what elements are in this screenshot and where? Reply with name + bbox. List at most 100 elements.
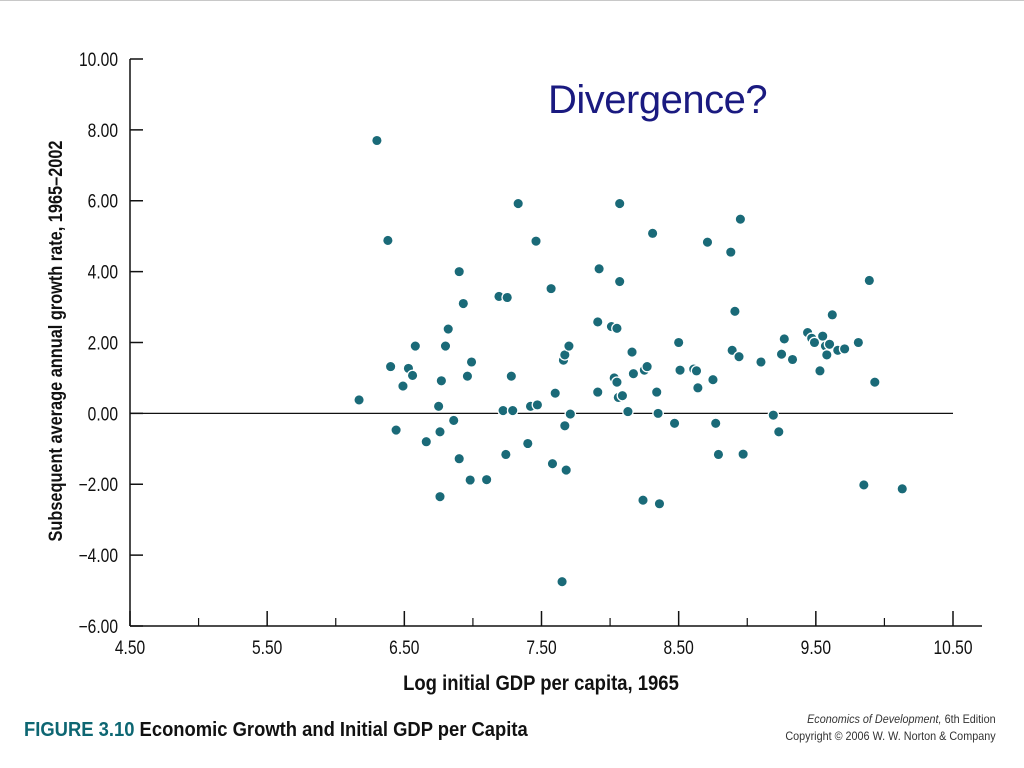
data-point [453, 452, 466, 465]
data-point [563, 340, 575, 352]
data-point [838, 343, 851, 355]
data-point [626, 346, 638, 358]
top-border-line [0, 0, 1024, 1]
data-point [641, 360, 653, 373]
data-point [501, 291, 514, 304]
data-point [652, 407, 664, 420]
data-point [653, 497, 666, 510]
data-point [755, 356, 767, 368]
y-axis-label: Subsequent average annual growth rate, 1… [45, 140, 66, 541]
data-point [434, 425, 446, 438]
x-tick-label: 6.50 [389, 637, 419, 659]
data-point [390, 424, 402, 436]
data-point [808, 336, 821, 349]
figure-caption: FIGURE 3.10 Economic Growth and Initial … [24, 719, 528, 742]
y-tick-label: 8.00 [88, 119, 118, 141]
data-point [353, 394, 365, 406]
data-point [439, 340, 452, 352]
data-point [820, 349, 833, 361]
data-point [611, 376, 623, 389]
data-point [546, 457, 559, 470]
y-tick-label: 0.00 [88, 403, 118, 425]
data-point [560, 464, 573, 476]
data-point [442, 323, 455, 335]
data-point [709, 417, 722, 430]
x-tick-label: 10.50 [934, 637, 973, 659]
data-point [852, 336, 865, 349]
x-tick-label: 5.50 [252, 637, 282, 659]
data-point [823, 338, 836, 351]
x-tick-label: 7.50 [526, 637, 556, 659]
data-point [371, 134, 383, 147]
data-point [591, 386, 604, 398]
data-point [556, 575, 568, 588]
data-point [778, 333, 791, 345]
y-tick-label: 4.00 [88, 261, 118, 283]
data-point [786, 353, 799, 366]
data-point [465, 356, 478, 368]
data-point [707, 373, 719, 386]
data-point [499, 448, 512, 461]
data-point [464, 474, 477, 486]
data-point [701, 236, 714, 249]
data-point [672, 336, 685, 349]
data-point [564, 408, 577, 420]
data-point [712, 448, 725, 461]
data-point [406, 369, 419, 382]
data-point [814, 364, 826, 377]
data-point [435, 374, 448, 387]
x-axis-label: Log initial GDP per capita, 1965 [403, 672, 679, 695]
figure-title: Economic Growth and Initial GDP per Capi… [139, 719, 528, 741]
x-tick-label: 9.50 [801, 637, 831, 659]
data-point [480, 473, 493, 486]
y-tick-label: −2.00 [79, 474, 118, 496]
data-point [397, 380, 409, 392]
data-point [857, 479, 870, 491]
book-edition: 6th Edition [944, 712, 996, 726]
data-point [384, 360, 397, 373]
data-point [505, 370, 518, 383]
data-point [409, 340, 422, 352]
data-point [737, 448, 749, 460]
data-point [531, 399, 544, 411]
data-point [690, 364, 703, 377]
data-point [613, 197, 626, 210]
data-point [674, 364, 686, 376]
book-title-line: Economics of Development, 6th Edition [786, 711, 996, 728]
data-point [646, 227, 659, 240]
book-title: Economics of Development, [807, 712, 942, 726]
y-tick-label: 10.00 [79, 49, 118, 71]
data-point [457, 297, 470, 310]
data-point [512, 197, 525, 210]
data-point [692, 382, 704, 394]
data-point [545, 282, 557, 295]
data-point [530, 235, 542, 247]
data-point [613, 275, 626, 288]
data-point [616, 389, 629, 402]
data-points [353, 134, 909, 588]
data-point [650, 386, 663, 398]
data-point [497, 404, 509, 417]
data-point [775, 348, 788, 361]
y-tick-label: −6.00 [79, 616, 118, 638]
data-point [734, 213, 747, 226]
data-point [461, 370, 474, 383]
data-point [863, 274, 876, 287]
data-point [434, 490, 446, 503]
data-point [868, 376, 881, 389]
data-point [506, 404, 519, 417]
data-point [453, 265, 466, 278]
data-point [772, 425, 785, 438]
data-point [826, 309, 839, 321]
data-point [611, 322, 623, 335]
x-tick-label: 4.50 [115, 637, 145, 659]
data-point [382, 234, 394, 247]
data-point [622, 405, 634, 418]
data-point [637, 494, 649, 507]
copyright-line: Copyright © 2006 W. W. Norton & Company [785, 729, 996, 743]
y-tick-label: 6.00 [88, 190, 118, 212]
axes: 10.00 8.00 6.00 4.00 2.00 0.00 −2.00 −4.00 −6.00… [79, 49, 982, 659]
data-point [549, 387, 562, 400]
data-point [420, 435, 433, 448]
data-point [521, 437, 534, 450]
